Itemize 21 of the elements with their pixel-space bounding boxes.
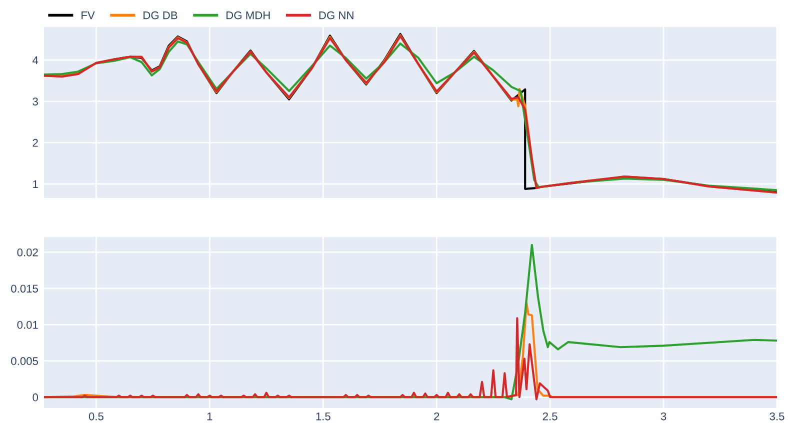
x-tick-label: 1: [207, 412, 212, 420]
legend-label: DG NN: [319, 11, 354, 20]
y-tick-label: 3: [32, 98, 38, 106]
x-tick-label: 2: [434, 412, 440, 420]
x-tick-label: 0.5: [88, 412, 104, 420]
legend-label: DG DB: [144, 11, 178, 20]
y-tick-label: 0: [32, 393, 38, 402]
y-tick-label: 1: [33, 180, 38, 188]
y-tick-label: 0.005: [11, 357, 38, 366]
x-tick-label: 2.5: [542, 412, 558, 420]
y-tick-label: 2: [32, 138, 38, 147]
y-tick-label: 0.015: [11, 284, 38, 293]
x-tick-label: 1.5: [316, 412, 330, 420]
y-tick-label: 0.01: [17, 320, 38, 329]
line-series: [44, 317, 777, 400]
y-tick-label: 4: [32, 56, 38, 64]
legend-label: DG MDH: [226, 11, 270, 20]
x-tick-label: 3.5: [770, 412, 784, 420]
y-tick-label: 0.02: [17, 248, 38, 256]
x-tick-label: 3: [660, 412, 666, 420]
legend-label: FV: [82, 11, 95, 20]
